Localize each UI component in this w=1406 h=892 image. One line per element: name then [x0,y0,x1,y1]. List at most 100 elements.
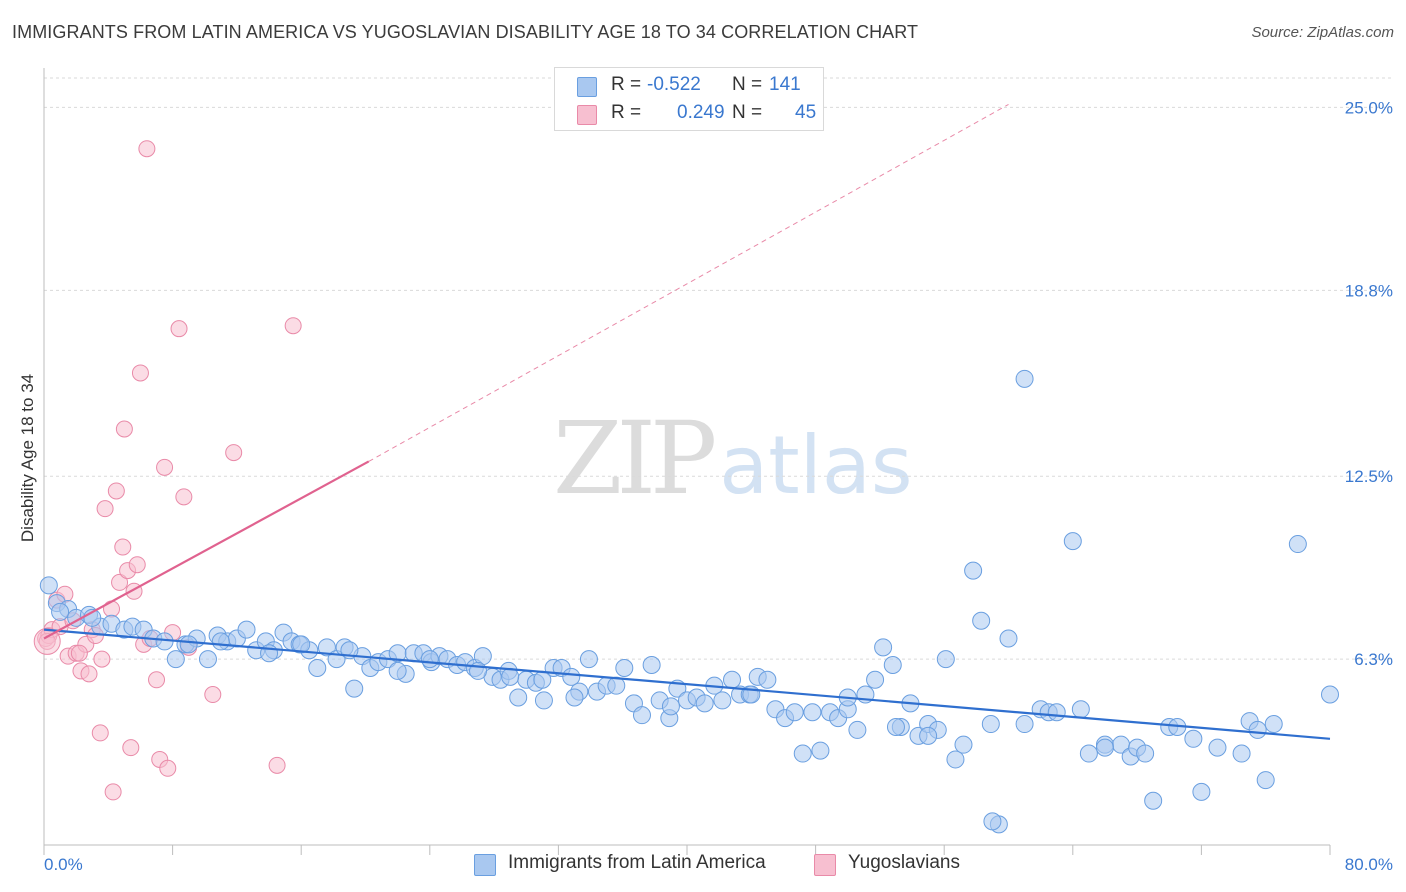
n-value: 45 [795,102,817,123]
latin-america-point [1288,535,1307,554]
latin-america-point [237,620,256,639]
latin-america-point [509,688,528,707]
y-tick-label: 12.5% [1345,467,1393,486]
latin-america-point [661,697,680,716]
yugoslavian-point [93,650,111,668]
latin-america-point [713,691,732,710]
latin-america-point [632,706,651,725]
latin-america-point [954,735,973,754]
latin-america-point [420,650,439,669]
latin-america-point [866,670,885,689]
n-label: N = [732,74,763,95]
latin-america-point [642,656,661,675]
latin-america-point [345,679,364,698]
latin-america-point [388,661,407,680]
latin-america-point [848,720,867,739]
latin-america-point [1264,715,1283,734]
pink-swatch [577,105,597,125]
latin-america-point [562,667,581,686]
latin-america-point [793,744,812,763]
source-label: Source: ZipAtlas.com [1251,24,1394,41]
yugoslavian-point [111,573,129,591]
latin-america-point [317,638,336,657]
latin-america-point [886,717,905,736]
n-label: N = [732,102,763,123]
yugoslavian-point [148,671,166,689]
blue-swatch [577,77,597,97]
yugoslavian-trend-extension [368,104,1009,462]
latin-america-point [946,750,965,769]
latin-america-point [758,670,777,689]
yugoslavian-point [128,556,146,574]
yugoslavian-point [91,724,109,742]
yugoslavian-point [80,665,98,683]
yugoslavian-point [104,783,122,801]
pink-swatch [814,854,836,876]
yugoslavian-point [138,140,156,158]
latin-america-point [1321,685,1339,704]
yugoslavian-point [175,488,193,506]
y-axis-title: Disability Age 18 to 34 [18,373,37,543]
latin-america-point [565,688,584,707]
latin-america-point [198,650,217,669]
latin-america-point [1063,532,1082,551]
latin-america-point [579,650,598,669]
r-label: R = [611,74,642,95]
yugoslavian-point [70,644,88,662]
legend-label: Yugoslavians [848,852,960,873]
x-tick-label: 0.0% [44,855,83,874]
latin-america-point [723,670,742,689]
latin-america-point [972,611,991,630]
latin-america-point [1248,720,1267,739]
yugoslavian-point [33,627,61,655]
latin-america-point [1144,791,1163,810]
yugoslavian-point [103,600,121,618]
yugoslavian-point [225,444,243,462]
latin-america-point [51,602,70,621]
latin-america-point [785,703,804,722]
latin-america-point [292,635,311,654]
yugoslavian-point [159,759,177,777]
latin-america-point [1079,744,1098,763]
latin-america-point [1015,369,1034,388]
latin-america-point [1208,738,1227,757]
blue-swatch [474,854,496,876]
latin-america-point [615,658,634,677]
r-label: R = [611,102,642,123]
r-value: -0.522 [647,74,701,95]
yugoslavian-point [115,420,133,438]
yugoslavian-point [204,686,222,704]
x-tick-label: 80.0% [1345,855,1393,874]
latin-america-point [811,741,830,760]
latin-america-point [883,656,902,675]
latin-america-point [1192,782,1211,801]
latin-america-point [179,635,198,654]
y-tick-label: 18.8% [1345,281,1393,300]
latin-america-point [1095,738,1114,757]
latin-america-point [501,667,520,686]
latin-america-point [874,638,893,657]
latin-america-point [803,703,822,722]
y-tick-label: 6.3% [1354,650,1393,669]
legend-label: Immigrants from Latin America [508,852,766,873]
yugoslavian-point [131,364,149,382]
latin-america-point [534,691,553,710]
latin-america-point [964,561,983,580]
r-value: 0.249 [677,102,725,123]
yugoslavian-trend-line [43,460,370,640]
latin-america-point [166,650,185,669]
stats-legend: R = -0.522 N = 141 R = 0.249 N = 45 [554,67,824,131]
yugoslavian-point [156,458,174,476]
latin-america-point [1047,703,1066,722]
latin-america-point [919,726,938,745]
latin-america-point [211,632,230,651]
latin-america-point [1071,700,1090,719]
y-tick-label: 25.0% [1345,98,1393,117]
latin-america-trend-line [43,628,1331,740]
latin-america-point [1232,744,1251,763]
yugoslavian-point [284,317,302,335]
yugoslavian-point [107,482,125,500]
latin-america-point [1256,771,1275,790]
yugoslavian-point [170,320,188,338]
latin-america-point [308,658,327,677]
